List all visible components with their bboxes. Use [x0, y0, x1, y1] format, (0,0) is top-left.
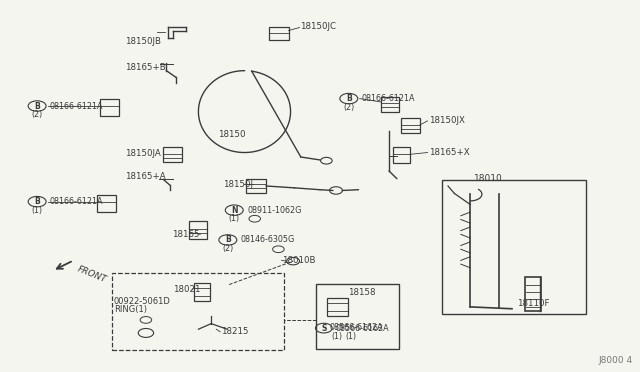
- Bar: [97, 195, 116, 212]
- Text: B: B: [35, 197, 40, 206]
- Text: 18215: 18215: [221, 327, 248, 336]
- Text: 18110F: 18110F: [517, 299, 550, 308]
- Bar: [269, 27, 289, 40]
- Text: 18150: 18150: [218, 130, 245, 139]
- Bar: [112, 273, 284, 350]
- Text: (2): (2): [31, 110, 43, 119]
- Text: S: S: [321, 324, 326, 333]
- Text: RING(1): RING(1): [114, 305, 147, 314]
- Text: 18165: 18165: [172, 230, 199, 239]
- Text: 08166-6121A: 08166-6121A: [362, 94, 415, 103]
- Text: FRONT: FRONT: [76, 264, 108, 284]
- Text: 08166-6121A: 08166-6121A: [50, 197, 104, 206]
- Text: (1): (1): [31, 206, 43, 215]
- Bar: [401, 118, 420, 133]
- Text: 18010B: 18010B: [282, 256, 315, 265]
- Text: 18150J: 18150J: [223, 180, 253, 189]
- Text: B: B: [346, 94, 351, 103]
- Text: B: B: [225, 235, 230, 244]
- Text: 08911-1062G: 08911-1062G: [247, 206, 301, 215]
- Text: (1): (1): [346, 332, 356, 341]
- Text: 18150JB: 18150JB: [125, 37, 161, 46]
- Text: 08146-6305G: 08146-6305G: [241, 235, 295, 244]
- Text: (1): (1): [228, 214, 240, 223]
- Text: 18010: 18010: [474, 174, 502, 183]
- Bar: [100, 99, 119, 116]
- Bar: [189, 221, 207, 239]
- Text: 18158: 18158: [348, 288, 375, 296]
- Bar: [163, 147, 182, 162]
- Text: 08166-6121A: 08166-6121A: [50, 102, 104, 110]
- Bar: [246, 179, 266, 193]
- Text: 18150JX: 18150JX: [429, 116, 465, 125]
- Text: 18021: 18021: [173, 285, 200, 294]
- Text: 18150JA: 18150JA: [125, 149, 161, 158]
- Text: 18165+B: 18165+B: [125, 63, 166, 72]
- Text: 18165+X: 18165+X: [429, 148, 469, 157]
- Bar: [442, 180, 586, 314]
- Bar: [327, 298, 348, 316]
- Bar: [393, 147, 410, 163]
- Text: J8000 4: J8000 4: [598, 356, 632, 365]
- Text: B: B: [35, 102, 40, 110]
- Bar: [381, 97, 399, 112]
- Bar: [525, 277, 541, 311]
- Bar: [316, 284, 399, 349]
- Text: (2): (2): [343, 103, 355, 112]
- Text: 08566-6162A: 08566-6162A: [330, 323, 383, 332]
- Text: (1): (1): [331, 332, 342, 341]
- Text: 00922-5061D: 00922-5061D: [114, 297, 171, 306]
- Text: 08566-6162A: 08566-6162A: [335, 324, 389, 333]
- Text: 18165+A: 18165+A: [125, 172, 165, 181]
- Bar: [194, 283, 210, 301]
- Text: (2): (2): [222, 244, 234, 253]
- Text: N: N: [231, 206, 237, 215]
- Text: 18150JC: 18150JC: [300, 22, 335, 31]
